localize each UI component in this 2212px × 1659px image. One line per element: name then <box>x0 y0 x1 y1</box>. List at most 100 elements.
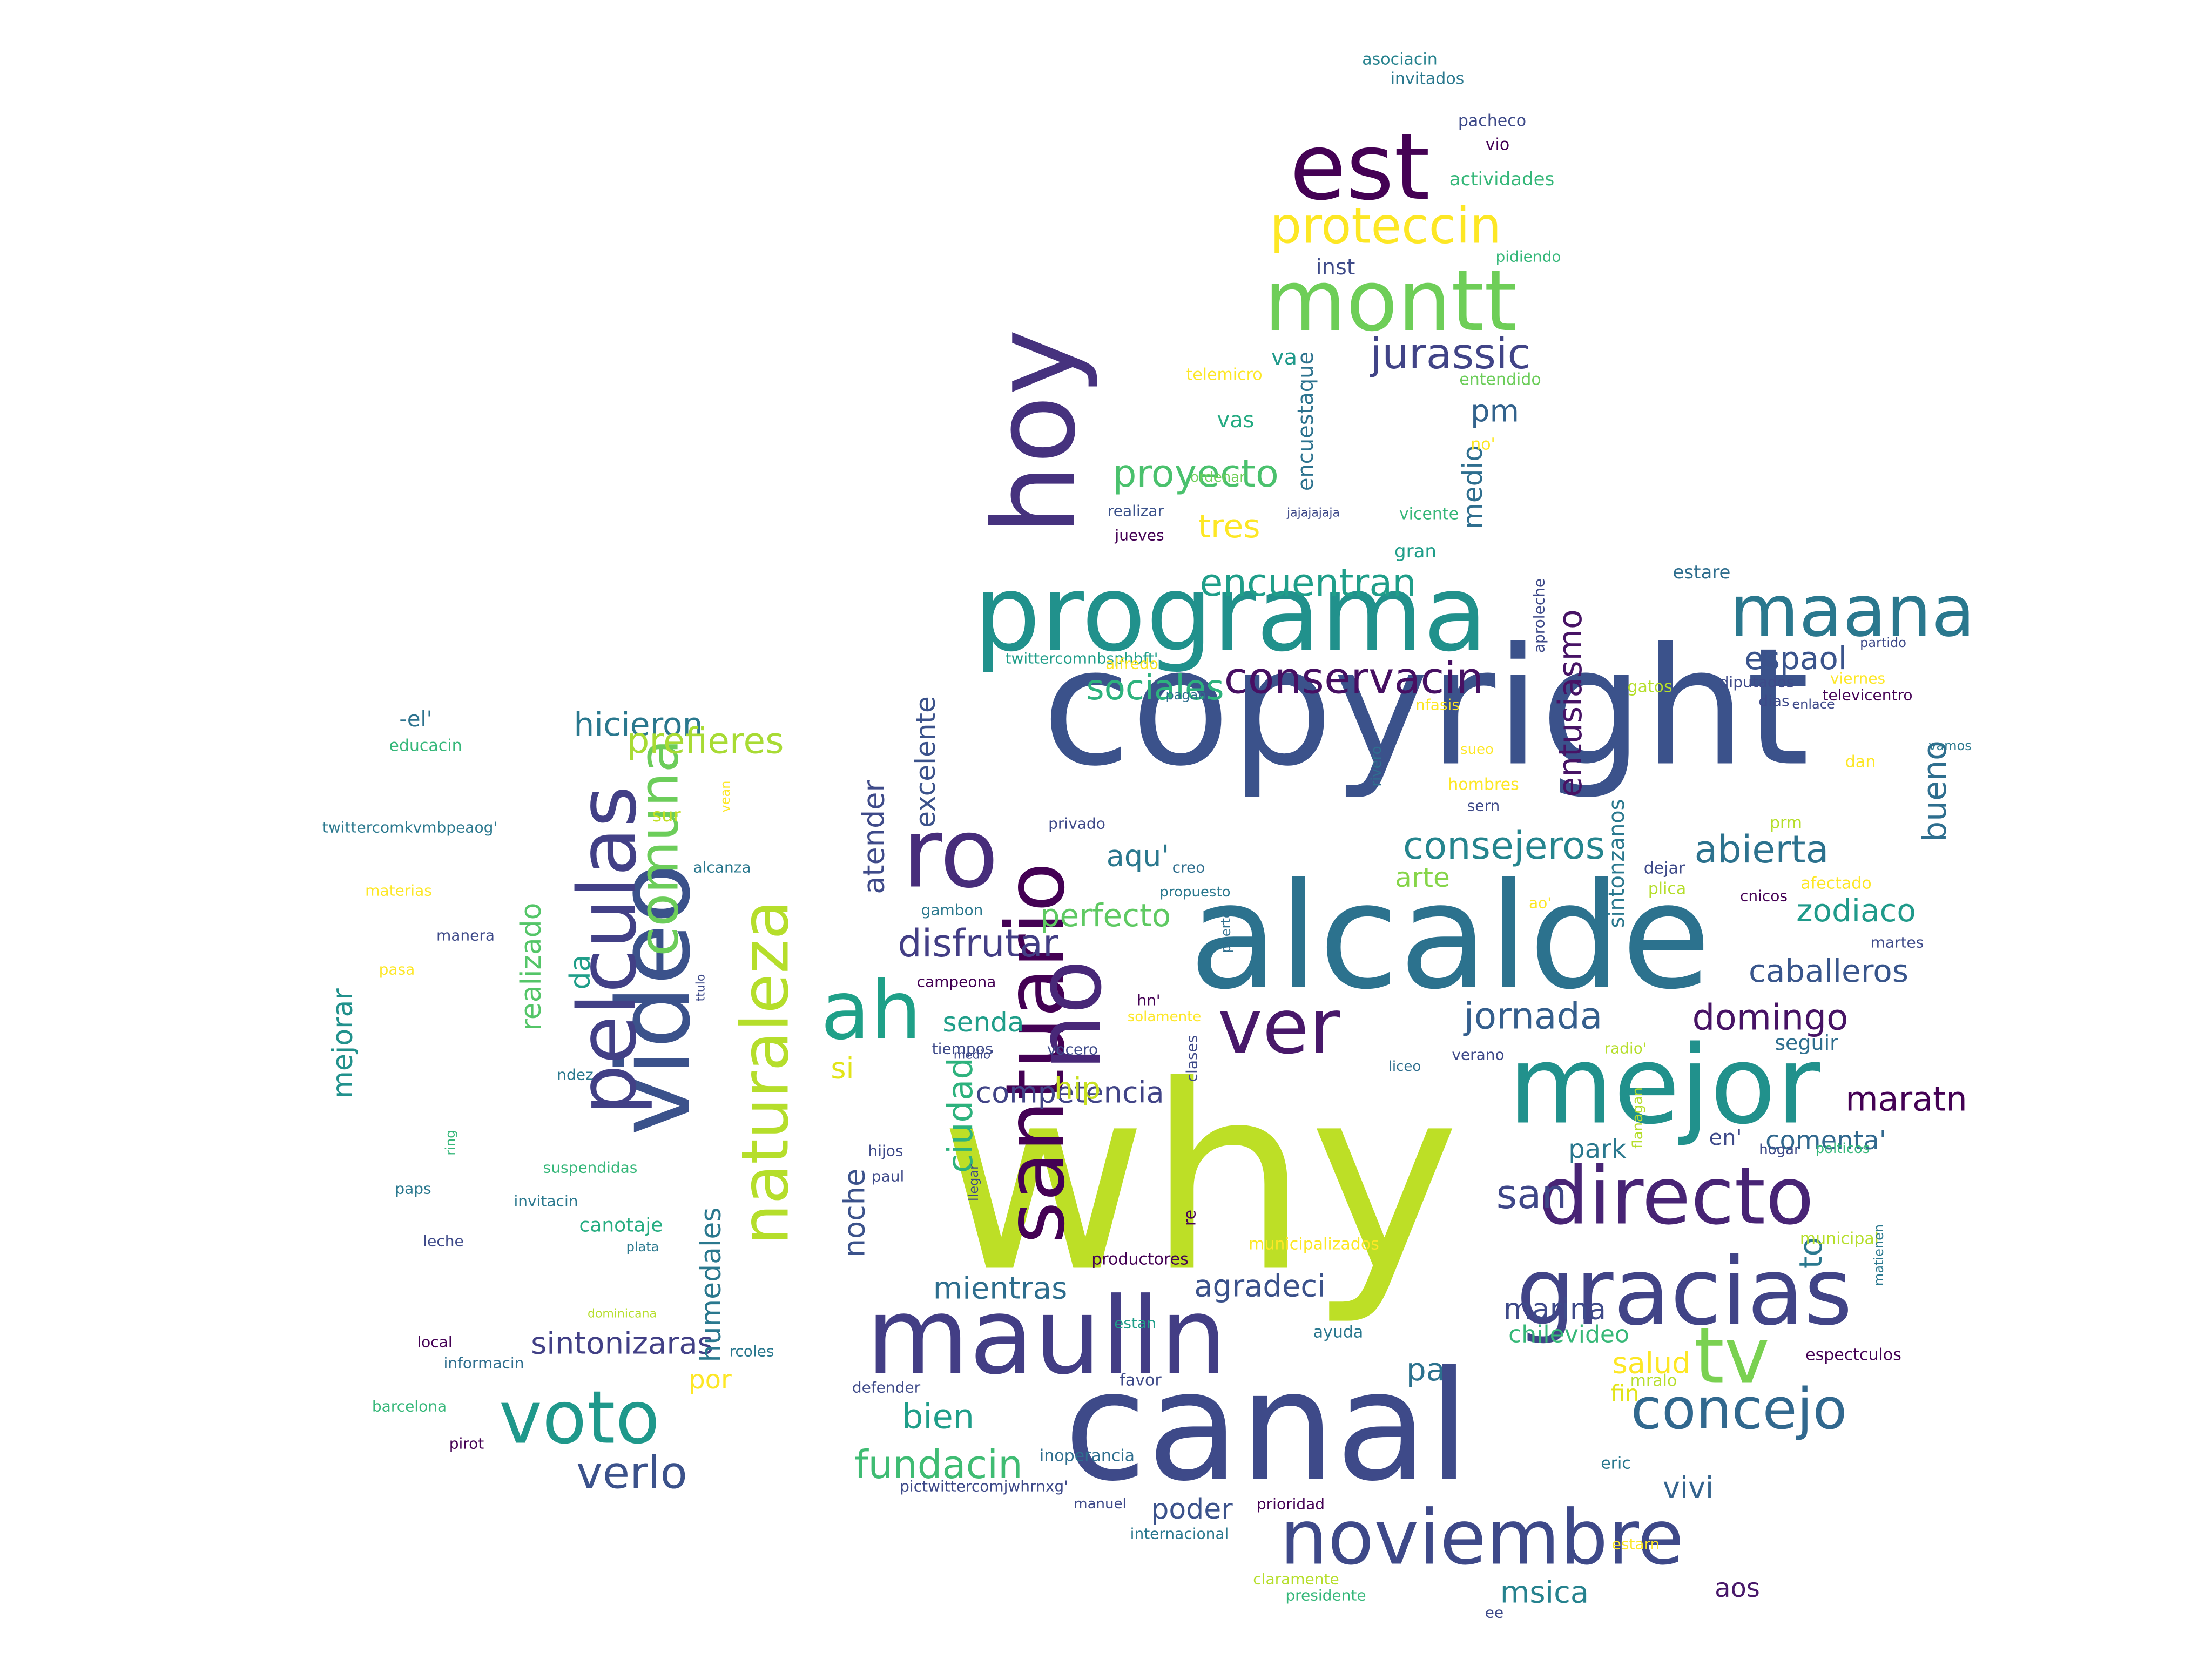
word-cloud-word: vio <box>1486 136 1509 154</box>
word-cloud-word: plata <box>626 1239 659 1255</box>
word-cloud-word: pictwittercomjwhrnxg' <box>900 1478 1068 1495</box>
word-cloud-word: alfredo <box>1105 655 1158 673</box>
word-cloud-word: productores <box>1091 1250 1189 1269</box>
word-cloud-word: hn' <box>1137 992 1160 1009</box>
word-cloud-word: hijos <box>868 1142 903 1160</box>
word-cloud-word: clases <box>1183 1035 1201 1082</box>
word-cloud-word: eric <box>1601 1454 1631 1473</box>
word-cloud-word: sern <box>1467 797 1500 815</box>
word-cloud-word: actividades <box>1449 168 1555 190</box>
word-cloud-word: defender <box>852 1379 921 1397</box>
word-cloud-word: marina <box>1503 1292 1606 1326</box>
word-cloud-word: vocero <box>1047 1041 1098 1058</box>
word-cloud-word: pa <box>1406 1351 1445 1388</box>
word-cloud-word: internacional <box>1130 1525 1229 1543</box>
word-cloud-word: aos <box>1715 1573 1760 1603</box>
word-cloud-word: vas <box>1217 408 1254 433</box>
word-cloud-word: twittercomkvmbpeaog' <box>322 819 497 837</box>
word-cloud-word: sueo <box>1460 741 1494 758</box>
word-cloud-word: inoperancia <box>1040 1447 1135 1466</box>
word-cloud-word: afectado <box>1800 874 1871 893</box>
word-cloud-word: puerto <box>1218 910 1233 953</box>
word-cloud-word: fundacin <box>854 1442 1023 1487</box>
word-cloud-word: espaol <box>1744 640 1847 677</box>
word-cloud-word: re <box>1181 1210 1200 1226</box>
word-cloud-word: seguir <box>1775 1031 1838 1055</box>
word-cloud-word: jornada <box>1463 995 1603 1038</box>
word-cloud-word: polticos <box>1816 1141 1870 1157</box>
word-cloud-word: vivi <box>1663 1471 1714 1505</box>
word-cloud-word: municipal <box>1800 1230 1879 1249</box>
word-cloud-word: diputados <box>1719 673 1795 691</box>
word-cloud-word: ciudad <box>941 1057 981 1173</box>
word-cloud-word: naturaleza <box>729 900 804 1245</box>
word-cloud-word: maratn <box>1845 1080 1967 1119</box>
word-cloud-word: martes <box>1871 934 1924 952</box>
word-cloud-word: tres <box>1198 508 1260 545</box>
word-cloud-word: cnicos <box>1740 887 1788 905</box>
word-cloud-word: mejorar <box>327 988 359 1098</box>
word-cloud-word: vicente <box>1399 505 1459 524</box>
word-cloud-word: manuel <box>1074 1496 1126 1512</box>
word-cloud-word: flanagan <box>1630 1087 1646 1149</box>
word-cloud-word: suspendidas <box>543 1159 638 1177</box>
word-cloud-word: prm <box>1770 814 1802 833</box>
word-cloud-word: hogar <box>1759 1142 1800 1158</box>
word-cloud-word: bueno <box>1916 740 1954 842</box>
word-cloud-word: san <box>1496 1171 1567 1218</box>
word-cloud-word: medio' <box>954 1049 994 1062</box>
word-cloud-word: medio <box>1457 445 1488 529</box>
word-cloud-word: ndez <box>557 1066 593 1084</box>
word-cloud-word: aqu' <box>1107 839 1169 873</box>
word-cloud-word: rcoles <box>729 1343 774 1360</box>
word-cloud-word: consejeros <box>1403 824 1605 868</box>
word-cloud-word: ao' <box>1529 894 1552 912</box>
word-cloud-word: proteccin <box>1270 197 1501 255</box>
word-cloud-word: atender <box>857 780 891 894</box>
word-cloud-word: mralo <box>1630 1372 1677 1391</box>
word-cloud-word: claramente <box>1253 1570 1339 1588</box>
word-cloud-word: propuesto <box>1159 884 1230 900</box>
word-cloud-word: dan <box>1845 753 1876 772</box>
word-cloud-word: montt <box>1264 252 1518 350</box>
word-cloud-word: humedales <box>695 1208 727 1363</box>
word-cloud-word: manera <box>436 927 495 945</box>
word-cloud-word: liceo <box>1388 1058 1421 1075</box>
word-cloud-word: partido <box>1860 635 1906 650</box>
word-cloud-word: televicentro <box>1823 686 1913 704</box>
word-cloud-word: chilevideo <box>1508 1321 1629 1348</box>
word-cloud-word: invitados <box>1391 70 1465 89</box>
word-cloud-word: hoy <box>970 329 1101 535</box>
word-cloud-word: prioridad <box>1257 1495 1325 1513</box>
word-cloud-word: favor <box>1120 1371 1162 1390</box>
word-cloud-word: materias <box>365 882 432 900</box>
word-cloud-word: arte <box>1395 862 1450 893</box>
word-cloud-word: leche <box>423 1232 463 1250</box>
word-cloud-word: sintonizaras <box>531 1326 713 1361</box>
word-cloud-word: gran <box>1394 541 1437 562</box>
word-cloud-word: noviembre <box>1280 1494 1684 1582</box>
word-cloud-word: pidiendo <box>1496 248 1561 266</box>
word-cloud-word: copyright <box>1042 613 1809 802</box>
word-cloud-word: proyecto <box>1112 451 1279 496</box>
word-cloud-word: en' <box>1709 1125 1742 1150</box>
word-cloud-word: gatos <box>1627 678 1672 697</box>
word-cloud-word: hombres <box>1448 775 1519 794</box>
word-cloud-word: dominicana <box>588 1307 657 1321</box>
word-cloud-word: realizado <box>515 903 548 1031</box>
word-cloud-word: gracias <box>1516 1238 1853 1346</box>
word-cloud-word: fin <box>1610 1380 1639 1407</box>
word-cloud-word: sintonzanos <box>1604 799 1629 928</box>
word-cloud-word: educacin <box>389 737 462 756</box>
word-cloud-word: viernes <box>1830 670 1885 687</box>
word-cloud-word: pirot <box>449 1435 484 1453</box>
word-cloud-word: invitacin <box>514 1192 578 1210</box>
word-cloud-word: comuna <box>628 739 691 956</box>
word-cloud-word: encuentran <box>1199 561 1416 605</box>
word-cloud-word: creo <box>1172 859 1205 876</box>
word-cloud-word: local <box>417 1333 452 1351</box>
word-cloud-word: rivero <box>1368 746 1385 786</box>
word-cloud-word: pagan <box>1165 687 1206 703</box>
word-cloud-word: -el' <box>399 707 432 732</box>
word-cloud-word: nfasis <box>1415 696 1460 714</box>
